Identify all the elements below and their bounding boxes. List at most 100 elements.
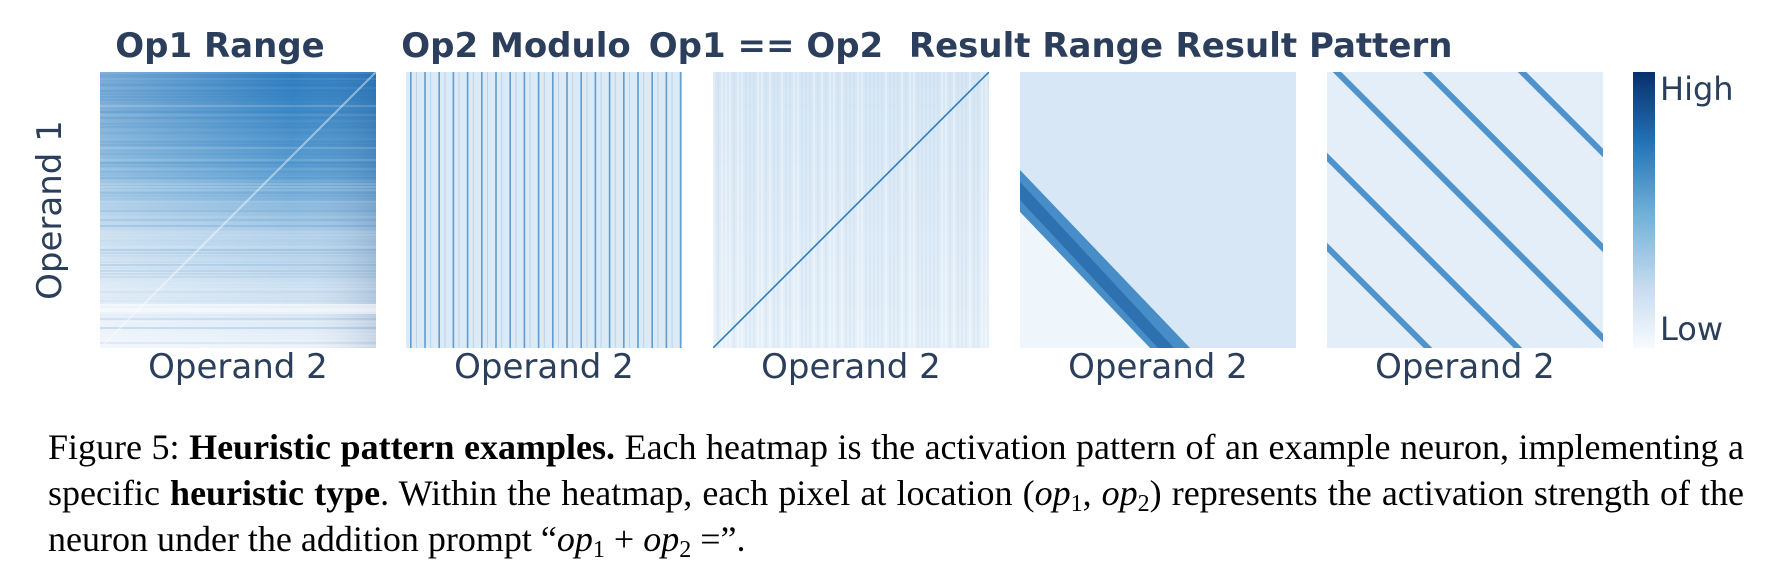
heatmap-faint-line (515, 72, 517, 348)
heatmap-row-streak (100, 318, 376, 320)
heatmap-row-streak (100, 237, 376, 239)
heatmap-column-streak (773, 72, 775, 348)
heatmap-column-streak (953, 72, 955, 348)
heatmap-column-streak (941, 72, 943, 348)
x-axis-label-1: Operand 2 (148, 347, 328, 387)
heatmap-faint-line (614, 72, 616, 348)
caption-bold-title: Heuristic pattern examples. (189, 427, 616, 467)
heatmap-faint-line (430, 72, 432, 348)
heatmap-column-streak (885, 72, 887, 348)
heatmap-row-streak (100, 231, 376, 233)
heatmap-row-streak (100, 279, 376, 281)
heatmap-column-streak (917, 72, 919, 348)
heatmap-vertical-line (438, 72, 440, 348)
heatmap-row-streak (100, 249, 376, 251)
heatmap-vertical-line (481, 72, 483, 348)
colorbar-low-label: Low (1660, 310, 1724, 348)
heatmap-column-streak (897, 72, 899, 348)
heatmap-result-range (1020, 72, 1296, 348)
heatmap-column-streak (805, 72, 807, 348)
heatmap-row-streak (100, 258, 376, 260)
heatmap-row-streak (100, 198, 376, 200)
heatmap-column-streak (945, 72, 947, 348)
colorbar (1633, 72, 1655, 348)
heatmap-vertical-line (651, 72, 653, 348)
heatmap-row-streak (100, 315, 376, 317)
heatmap-faint-line (487, 72, 488, 348)
heatmap-column-streak (809, 72, 811, 348)
heatmap-vertical-line (566, 72, 568, 348)
heatmap-column-streak (925, 72, 927, 348)
heatmap-column-streak (813, 72, 815, 348)
heatmap-row-streak (100, 336, 376, 338)
heatmap-result-pattern (1327, 72, 1603, 348)
heatmap-row-streak (100, 84, 376, 86)
heatmap-row-streak (100, 96, 376, 98)
heatmap-column-streak (881, 72, 883, 348)
caption-prompt-sub-2: 2 (679, 537, 692, 563)
heatmap-row-streak (100, 120, 376, 122)
heatmap-faint-line (600, 72, 602, 348)
heatmap-column-streak (961, 72, 963, 348)
heatmap-faint-line (543, 72, 545, 348)
heatmap-row-streak (100, 153, 376, 155)
heatmap-row-streak (100, 222, 376, 224)
x-axis-label-5: Operand 2 (1375, 347, 1555, 387)
heatmap-column-streak (729, 72, 731, 348)
caption-loc-sub-1: 1 (1070, 491, 1083, 517)
heatmap-row-streak (100, 288, 376, 290)
heatmap-row-streak (100, 252, 376, 254)
heatmap-column-streak (877, 72, 879, 348)
figure-caption: Figure 5: Heuristic pattern examples. Ea… (48, 424, 1744, 562)
heatmap-row-streak (100, 114, 376, 116)
caption-prompt-plus: + (604, 519, 644, 559)
heatmap-column-streak (785, 72, 787, 348)
heatmap-vertical-line (665, 72, 668, 348)
heatmap-row-streak (100, 240, 376, 242)
heatmap-column-streak (793, 72, 795, 348)
x-axis-label-2: Operand 2 (454, 347, 634, 387)
heatmap-row-streak (100, 234, 376, 236)
heatmap-row-streak (100, 321, 376, 323)
heatmap-row-streak (100, 111, 376, 113)
heatmap-op1-range (100, 72, 376, 348)
heatmap-column-streak (981, 72, 983, 348)
caption-prompt-var-1: op (556, 519, 593, 559)
heatmap-column-streak (797, 72, 799, 348)
caption-prompt-sub-1: 1 (592, 537, 605, 563)
heatmap-row-streak (100, 105, 376, 107)
caption-text-3: ) represents the activation strength of … (48, 473, 1745, 559)
panel-title-result-pattern: Result Pattern (1175, 26, 1453, 66)
heatmap-row-streak (100, 147, 376, 149)
heatmap-column-streak (985, 72, 987, 348)
x-axis-label-3: Operand 2 (761, 347, 941, 387)
heatmap-row-streak (100, 123, 376, 125)
heatmap-row-streak (100, 93, 376, 95)
heatmap-faint-line (529, 72, 531, 348)
heatmap-row-streak (100, 168, 376, 170)
heatmap-column-streak (973, 72, 975, 348)
heatmap-faint-line (657, 72, 659, 348)
panel-title-equality: Op1 == Op2 (648, 26, 884, 66)
heatmap-column-streak (725, 72, 727, 348)
heatmap-vertical-line (594, 72, 597, 348)
heatmap-row-streak (100, 273, 376, 275)
heatmap-column-streak (893, 72, 895, 348)
heatmap-row-streak (100, 159, 376, 161)
caption-prompt-var-2: op (643, 519, 680, 559)
heatmap-row-streak (100, 324, 376, 326)
heatmap-row-streak (100, 180, 376, 182)
heatmap-row-streak (100, 291, 376, 293)
heatmap-row-streak (100, 264, 376, 266)
heatmap-row-streak (100, 102, 376, 104)
heatmap-column-streak (801, 72, 803, 348)
heatmap-column-streak (833, 72, 835, 348)
heatmap-vertical-line (523, 72, 526, 348)
heatmap-column-streak (901, 72, 903, 348)
caption-text-4: ”. (720, 519, 746, 559)
heatmap-row-streak (100, 78, 376, 80)
heatmap-light-corner (1020, 212, 1150, 348)
heatmap-column-streak (825, 72, 827, 348)
heatmap-row-streak (100, 201, 376, 203)
colorbar-high-label: High (1660, 70, 1734, 108)
